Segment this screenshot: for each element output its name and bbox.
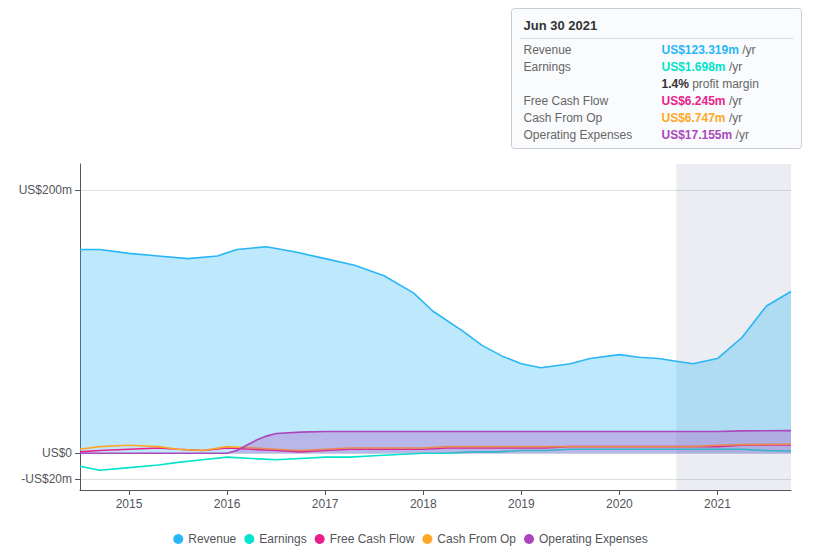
svg-text:US$6.747m: US$6.747m	[662, 111, 726, 125]
svg-text:/yr: /yr	[729, 111, 742, 125]
svg-text:2017: 2017	[312, 497, 339, 511]
svg-text:US$6.245m: US$6.245m	[662, 94, 726, 108]
svg-text:2019: 2019	[508, 497, 535, 511]
svg-text:Jun 30 2021: Jun 30 2021	[524, 18, 598, 33]
svg-text:Revenue: Revenue	[524, 43, 572, 57]
svg-text:-US$20m: -US$20m	[21, 472, 72, 486]
svg-text:2016: 2016	[214, 497, 241, 511]
svg-text:/yr: /yr	[729, 94, 742, 108]
svg-text:Revenue: Revenue	[188, 532, 236, 546]
svg-text:Cash From Op: Cash From Op	[437, 532, 516, 546]
svg-text:Cash From Op: Cash From Op	[524, 111, 603, 125]
svg-text:US$123.319m: US$123.319m	[662, 43, 739, 57]
svg-text:Earnings: Earnings	[259, 532, 306, 546]
svg-text:profit margin: profit margin	[692, 77, 759, 91]
svg-text:Free Cash Flow: Free Cash Flow	[330, 532, 415, 546]
svg-text:/yr: /yr	[742, 43, 755, 57]
svg-text:2018: 2018	[410, 497, 437, 511]
svg-text:2015: 2015	[116, 497, 143, 511]
svg-text:/yr: /yr	[736, 128, 749, 142]
svg-text:US$200m: US$200m	[19, 183, 72, 197]
svg-text:1.4%: 1.4%	[662, 77, 690, 91]
svg-text:Operating Expenses: Operating Expenses	[524, 128, 633, 142]
svg-text:Earnings: Earnings	[524, 60, 571, 74]
svg-text:US$0: US$0	[42, 446, 72, 460]
svg-text:US$1.698m: US$1.698m	[662, 60, 726, 74]
svg-text:Free Cash Flow: Free Cash Flow	[524, 94, 609, 108]
svg-text:2020: 2020	[606, 497, 633, 511]
svg-text:2021: 2021	[704, 497, 731, 511]
svg-text:/yr: /yr	[729, 60, 742, 74]
svg-text:Operating Expenses: Operating Expenses	[539, 532, 648, 546]
svg-text:US$17.155m: US$17.155m	[662, 128, 733, 142]
